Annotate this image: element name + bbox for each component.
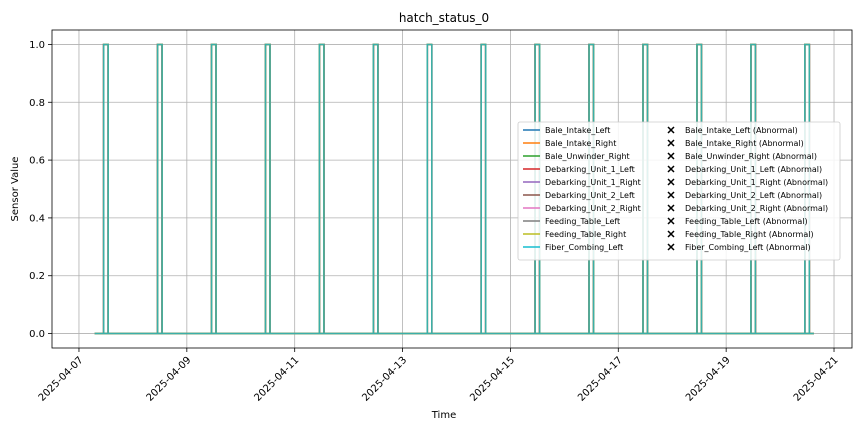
legend-x-marker [667,204,675,212]
legend-x-marker [667,178,675,186]
legend-label: Fiber_Combing_Left [545,243,623,252]
plot-frame [51,29,853,349]
legend-x-marker [667,139,675,147]
series-pulse [264,43,271,334]
legend-x-marker [667,191,675,199]
series-pulse [318,43,325,334]
y-tick-label: 0.8 [29,98,45,109]
legend-x-marker [667,126,675,134]
legend-label: Feeding_Table_Left [545,217,620,226]
series-pulse [156,43,163,334]
legend-label: Bale_Unwinder_Right [545,152,630,161]
legend-x-marker [667,217,675,225]
legend-label-abnormal: Debarking_Unit_2_Right (Abnormal) [685,204,828,213]
legend-x-marker [667,152,675,160]
legend: Bale_Intake_Left Bale_Intake_Right Bale_Un… [517,121,841,261]
series-pulse [372,43,379,334]
legend-x-marker [667,243,675,251]
legend-label: Debarking_Unit_2_Left [545,191,635,200]
legend-x-marker [667,165,675,173]
y-tick-label: 0.6 [29,156,45,167]
legend-label-abnormal: Bale_Intake_Left (Abnormal) [685,126,798,135]
legend-label: Debarking_Unit_1_Right [545,178,641,187]
chart-title: hatch_status_0 [399,11,489,25]
legend-label: Debarking_Unit_2_Right [545,204,641,213]
y-tick-label: 0.4 [29,213,45,224]
y-axis-label: Sensor Value [10,157,21,222]
y-tick-label: 0.0 [29,329,45,340]
series-pulse [210,43,217,334]
legend-label-abnormal: Feeding_Table_Right (Abnormal) [685,230,814,239]
legend-x-marker [667,230,675,238]
legend-label: Bale_Intake_Right [545,139,616,148]
legend-label-abnormal: Bale_Intake_Right (Abnormal) [685,139,804,148]
series-pulse [102,43,109,334]
legend-label-abnormal: Bale_Unwinder_Right (Abnormal) [685,152,817,161]
legend-label: Debarking_Unit_1_Left [545,165,635,174]
x-axis-label: Time [431,410,456,421]
y-tick-label: 1.0 [29,40,45,51]
legend-label-abnormal: Fiber_Combing_Left (Abnormal) [685,243,811,252]
legend-label: Feeding_Table_Right [545,230,626,239]
legend-label-abnormal: Debarking_Unit_2_Left (Abnormal) [685,191,822,200]
y-tick-label: 0.2 [29,271,45,282]
legend-label-abnormal: Debarking_Unit_1_Left (Abnormal) [685,165,822,174]
series-pulse [426,43,433,334]
legend-label-abnormal: Feeding_Table_Left (Abnormal) [685,217,808,226]
series-pulse [480,43,487,334]
legend-box [517,121,841,261]
legend-label: Bale_Intake_Left [545,126,610,135]
y-axis-ticks: 0.0 0.2 0.4 0.6 0.8 1.0 [29,40,52,340]
legend-label-abnormal: Debarking_Unit_1_Right (Abnormal) [685,178,828,187]
